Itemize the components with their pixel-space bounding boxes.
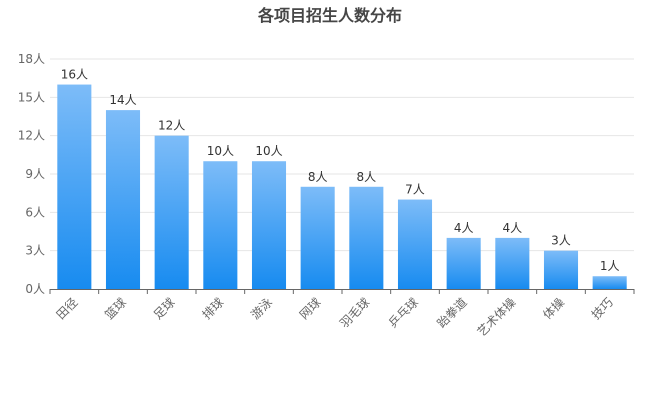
bar bbox=[495, 237, 530, 289]
y-tick-label: 18人 bbox=[18, 52, 45, 66]
x-tick-label: 体操 bbox=[540, 295, 568, 323]
bar-value-label: 8人 bbox=[308, 170, 328, 184]
y-tick-label: 12人 bbox=[18, 129, 45, 143]
data-labels: 16人 14人 12人 10人 10人 8人 8人 7人 4人 4人 3人 1人 bbox=[61, 68, 620, 274]
bar-value-label: 7人 bbox=[405, 183, 425, 197]
y-tick-label: 3人 bbox=[25, 244, 45, 258]
bar-value-label: 10人 bbox=[207, 144, 234, 158]
x-tick-label: 网球 bbox=[297, 295, 324, 322]
bar-value-label: 10人 bbox=[255, 144, 282, 158]
bar bbox=[349, 186, 384, 289]
bar-value-label: 4人 bbox=[503, 221, 523, 235]
y-tick-label: 6人 bbox=[25, 205, 45, 219]
x-tick-label: 篮球 bbox=[102, 295, 130, 323]
x-tick-label: 乒乓球 bbox=[386, 295, 421, 330]
y-tick-label: 0人 bbox=[25, 282, 45, 296]
bar-value-label: 14人 bbox=[109, 93, 136, 107]
x-tick-label: 羽毛球 bbox=[337, 295, 372, 330]
bar bbox=[592, 276, 627, 289]
grid-lines bbox=[50, 58, 634, 252]
bar bbox=[203, 161, 238, 289]
x-tick-label: 足球 bbox=[151, 295, 178, 322]
x-tick-label: 游泳 bbox=[248, 295, 275, 322]
bar-value-label: 16人 bbox=[61, 68, 88, 82]
bar-value-label: 8人 bbox=[357, 170, 377, 184]
bar-value-label: 12人 bbox=[158, 119, 185, 133]
x-tick-label: 艺术体操 bbox=[474, 295, 519, 340]
bar bbox=[105, 110, 141, 289]
bar-value-label: 1人 bbox=[600, 259, 620, 273]
y-tick-label: 9人 bbox=[25, 167, 45, 181]
x-tick-label: 田径 bbox=[54, 295, 81, 322]
x-tick-label: 技巧 bbox=[589, 295, 616, 322]
y-tick-label: 15人 bbox=[18, 90, 45, 104]
bar bbox=[397, 199, 433, 289]
x-tick-label: 跆拳道 bbox=[434, 295, 470, 331]
bar bbox=[446, 237, 481, 289]
bars bbox=[57, 84, 627, 289]
bar-value-label: 3人 bbox=[551, 234, 571, 248]
bar bbox=[154, 135, 189, 289]
bar bbox=[57, 84, 92, 289]
bar bbox=[543, 250, 579, 289]
x-tick-label: 排球 bbox=[200, 295, 227, 322]
chart-title: 各项目招生人数分布 bbox=[257, 6, 402, 25]
bar bbox=[300, 186, 335, 289]
bar bbox=[251, 161, 287, 289]
bar-value-label: 4人 bbox=[454, 221, 474, 235]
